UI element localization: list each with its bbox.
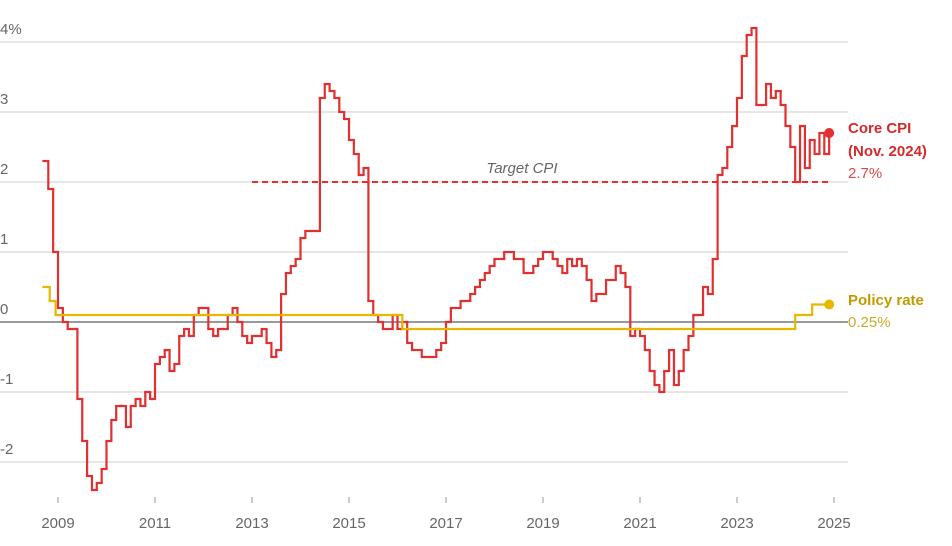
y-tick-label: -2 bbox=[0, 441, 13, 458]
series-line bbox=[42, 26, 831, 492]
x-tick-label: 2025 bbox=[817, 515, 850, 532]
x-tick-label: 2021 bbox=[623, 515, 656, 532]
y-tick-label: 1 bbox=[0, 231, 8, 248]
x-tick-label: 2017 bbox=[429, 515, 462, 532]
y-tick-label: -1 bbox=[0, 371, 13, 388]
x-tick-label: 2019 bbox=[526, 515, 559, 532]
x-tick-label: 2011 bbox=[139, 515, 171, 532]
end-dot bbox=[824, 299, 835, 310]
end-value-label: 2.7% bbox=[848, 165, 882, 182]
y-tick-label: 3 bbox=[0, 91, 8, 108]
x-tick-label: 2013 bbox=[235, 515, 268, 532]
target-label: Target CPI bbox=[486, 160, 557, 177]
end-value-label: 0.25% bbox=[848, 314, 891, 331]
end-dot bbox=[824, 128, 835, 138]
y-tick-label: 0 bbox=[0, 301, 8, 318]
x-tick-label: 2009 bbox=[41, 515, 74, 532]
y-tick-label: 4% bbox=[0, 21, 22, 38]
series-note: (Nov. 2024) bbox=[848, 143, 927, 160]
y-tick-label: 2 bbox=[0, 161, 8, 178]
x-tick-label: 2023 bbox=[720, 515, 753, 532]
series-name: Core CPI bbox=[848, 120, 911, 137]
x-tick-label: 2015 bbox=[332, 515, 365, 532]
series-name: Policy rate bbox=[848, 292, 924, 309]
